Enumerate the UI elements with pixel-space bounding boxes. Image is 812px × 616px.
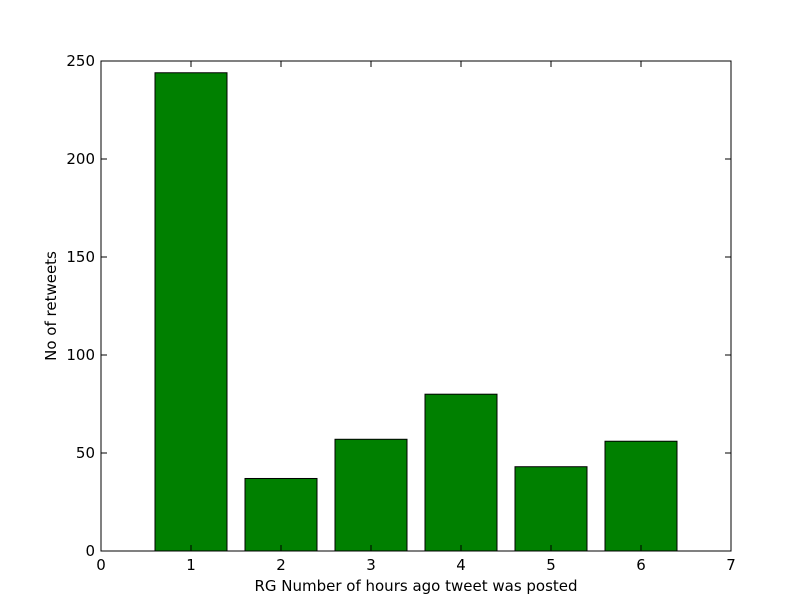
y-tick-label: 200 xyxy=(66,150,95,168)
x-axis-label: RG Number of hours ago tweet was posted xyxy=(254,577,577,595)
y-tick-label: 250 xyxy=(66,52,95,70)
y-tick-label: 150 xyxy=(66,248,95,266)
y-tick-label: 0 xyxy=(85,542,95,560)
x-tick-label: 0 xyxy=(96,556,106,574)
x-tick-label: 3 xyxy=(366,556,376,574)
y-tick-label: 100 xyxy=(66,346,95,364)
bar-3 xyxy=(334,438,408,552)
x-tick-label: 4 xyxy=(456,556,466,574)
x-tick-label: 6 xyxy=(636,556,646,574)
y-tick-label: 50 xyxy=(76,444,95,462)
ticks-layer: 0 1 2 3 4 5 6 7 0 50 100 150 200 250 xyxy=(66,52,735,574)
x-tick-label: 2 xyxy=(276,556,286,574)
x-tick-label: 5 xyxy=(546,556,556,574)
bar-2 xyxy=(244,477,318,552)
bar-5 xyxy=(514,466,588,552)
bar-1 xyxy=(154,72,228,552)
y-axis-label: No of retweets xyxy=(42,251,60,361)
bars-layer xyxy=(154,72,678,552)
x-tick-label: 7 xyxy=(726,556,736,574)
x-tick-label: 1 xyxy=(186,556,196,574)
bar-6 xyxy=(604,440,678,552)
plot-frame xyxy=(100,60,732,552)
bar-4 xyxy=(424,393,498,552)
